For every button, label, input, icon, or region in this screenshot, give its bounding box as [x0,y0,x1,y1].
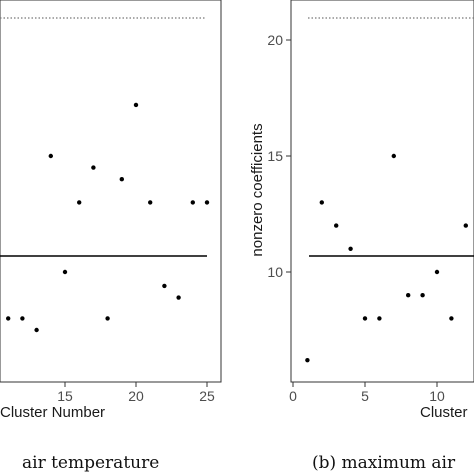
panel-a-x-tick-label: 25 [199,388,215,404]
panel-a-data-point [91,165,96,170]
panel-b-data-point [362,316,368,321]
panel-b-data-point [420,293,425,298]
panel-b-data-point [391,153,396,159]
panel-a-lines [0,17,207,257]
panel-a-frame [0,0,222,383]
panel-a-x-tick-label: 20 [128,388,144,404]
panel-b-x-tick-label: 5 [361,388,369,404]
panel-b-x-tick-label: 0 [289,388,297,404]
panel-b-x-axis-title: Cluster [420,404,468,421]
panel-a: 15 20 25 Cluster Number air temperature [0,0,222,473]
panel-b-data-point [463,223,468,228]
panel-a-data-point [176,295,181,300]
panel-b-y-tick-label: 20 [267,32,283,48]
panel-a-caption: air temperature [22,453,159,473]
panel-b-data-point [434,269,440,275]
panel-a-data-point [119,177,125,182]
panel-b-data-point [334,223,339,228]
panel-a-data-point [48,153,53,159]
panel-b-caption: (b) maximum air [312,453,456,473]
panel-a-data-point [6,316,11,321]
panel-a-data-point [204,200,210,205]
panel-a-x-tick-label: 15 [57,388,73,404]
panel-a-x-axis-title: Cluster Number [0,404,105,421]
panel-a-data-point [148,200,153,205]
panel-a-x-ticks: 15 20 25 [57,382,215,404]
panel-b-data-point [319,200,324,205]
panel-b-data-point [449,316,454,321]
panel-b-y-axis-title: nonzero coefficients [249,123,266,256]
panel-b-ticks: 0 5 10 10 15 20 [267,32,445,404]
panel-b-x-tick-label: 10 [429,388,445,404]
panel-a-points [6,102,210,333]
panel-b-points [305,153,468,363]
panel-b-lines [308,17,474,257]
panel-a-data-point [105,316,110,321]
panel-b-y-tick-label: 10 [267,264,283,280]
panel-b-data-point [305,357,310,363]
panel-b-y-tick-label: 15 [267,148,283,164]
panel-a-data-point [34,327,39,333]
panel-a-data-point [20,316,25,321]
panel-a-data-point [162,283,167,289]
panel-a-data-point [133,102,139,108]
panel-b-frame [290,0,474,383]
panel-a-data-point [190,200,195,205]
panel-a-data-point [62,269,68,275]
panel-b-data-point [377,316,382,321]
panel-b-data-point [406,293,411,298]
panel-b-data-point [348,246,353,251]
panel-a-data-point [77,200,82,205]
